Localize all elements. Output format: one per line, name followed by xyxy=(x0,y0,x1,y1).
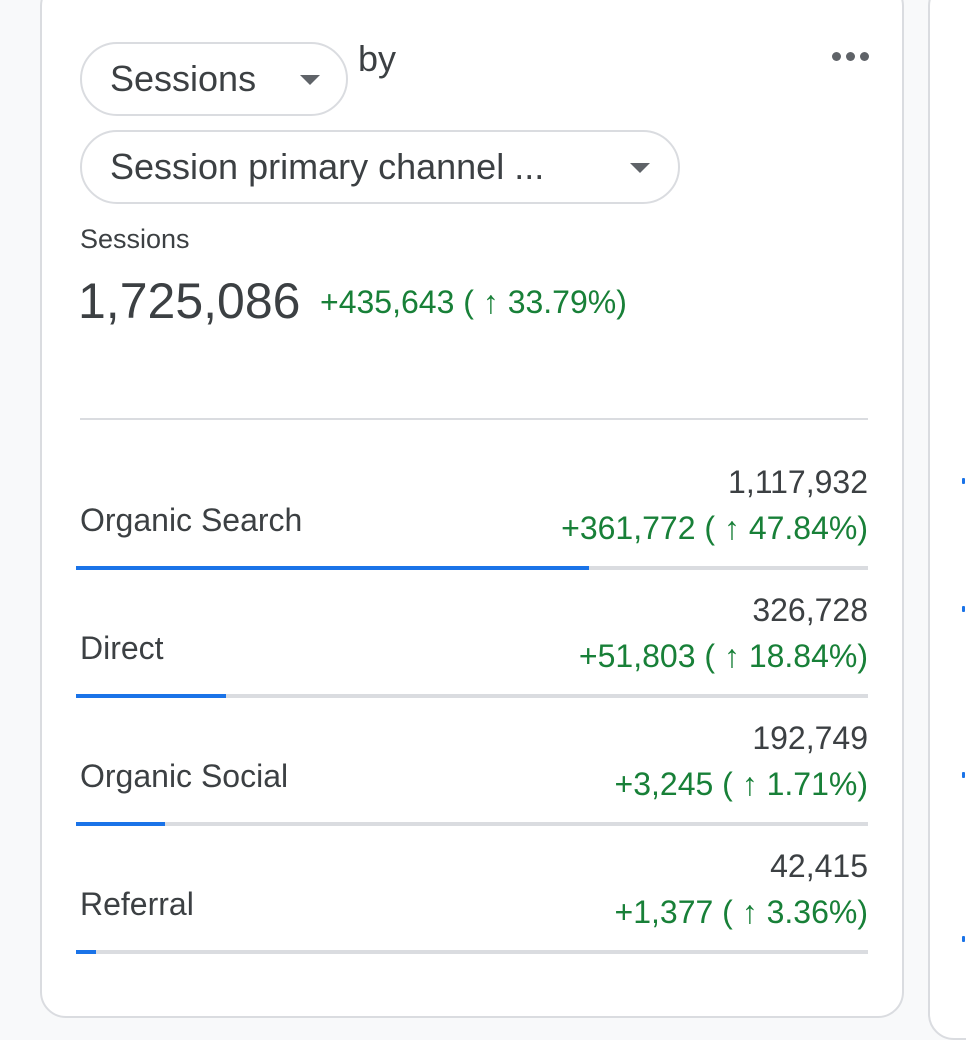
caret-down-icon xyxy=(300,75,320,85)
channel-name: Referral xyxy=(80,886,194,922)
share-bar-fill xyxy=(76,694,226,698)
channel-row[interactable]: Referral 42,415 +1,377 ( ↑ 3.36%) xyxy=(42,848,906,976)
adjacent-tick xyxy=(962,772,965,778)
metric-heading: Sessions xyxy=(80,224,190,254)
channel-delta: +51,803 ( ↑ 18.84%) xyxy=(578,638,868,674)
sessions-by-channel-card: Sessions by Session primary channel ... … xyxy=(40,0,904,1018)
channel-delta: +361,772 ( ↑ 47.84%) xyxy=(561,510,868,546)
channel-delta: +1,377 ( ↑ 3.36%) xyxy=(614,894,868,930)
total-value: 1,725,086 xyxy=(78,273,301,329)
more-options-icon[interactable] xyxy=(828,46,872,66)
divider xyxy=(80,418,868,420)
channel-row[interactable]: Organic Social 192,749 +3,245 ( ↑ 1.71%) xyxy=(42,720,906,848)
dimension-selector[interactable]: Session primary channel ... xyxy=(80,130,680,204)
channel-name: Organic Social xyxy=(80,758,289,794)
dot xyxy=(831,51,841,61)
channel-value: 1,117,932 xyxy=(728,464,868,500)
caret-down-icon xyxy=(630,163,650,173)
channel-row[interactable]: Organic Search 1,117,932 +361,772 ( ↑ 47.8… xyxy=(42,464,906,592)
dot xyxy=(845,51,855,61)
dimension-selector-label: Session primary channel ... xyxy=(110,146,545,187)
share-bar-track xyxy=(76,822,868,826)
adjacent-card xyxy=(928,0,966,1040)
share-bar-fill xyxy=(76,566,590,570)
metric-selector[interactable]: Sessions xyxy=(80,42,348,116)
share-bar-track xyxy=(76,950,868,954)
metric-selector-label: Sessions xyxy=(110,58,257,99)
by-label: by xyxy=(358,38,397,79)
channel-name: Organic Search xyxy=(80,502,303,538)
share-bar-fill xyxy=(76,822,165,826)
adjacent-tick xyxy=(962,606,965,612)
adjacent-tick xyxy=(962,936,965,942)
channel-name: Direct xyxy=(80,630,164,666)
channel-value: 326,728 xyxy=(752,592,868,628)
adjacent-tick xyxy=(962,478,965,484)
channel-value: 192,749 xyxy=(752,720,868,756)
share-bar-fill xyxy=(76,950,96,954)
channel-delta: +3,245 ( ↑ 1.71%) xyxy=(614,766,868,802)
total-delta: +435,643 ( ↑ 33.79%) xyxy=(320,284,627,320)
share-bar-track xyxy=(76,566,868,570)
channel-row[interactable]: Direct 326,728 +51,803 ( ↑ 18.84%) xyxy=(42,592,906,720)
channel-value: 42,415 xyxy=(770,848,868,884)
share-bar-track xyxy=(76,694,868,698)
dot xyxy=(859,51,869,61)
